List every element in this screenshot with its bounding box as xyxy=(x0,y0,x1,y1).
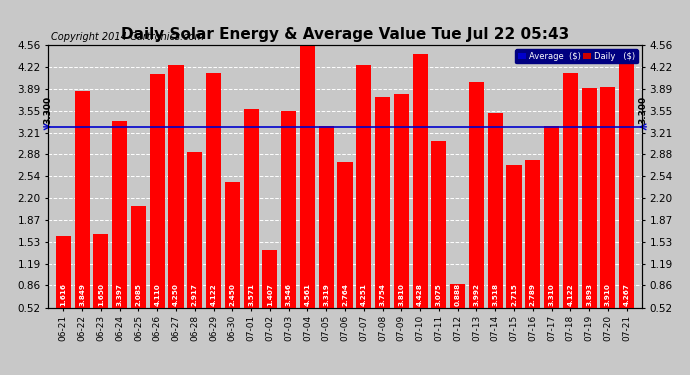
Text: 3.893: 3.893 xyxy=(586,283,592,306)
Text: 1.407: 1.407 xyxy=(267,284,273,306)
Text: 2.764: 2.764 xyxy=(342,284,348,306)
Text: 2.917: 2.917 xyxy=(192,284,198,306)
Text: 3.397: 3.397 xyxy=(117,284,123,306)
Bar xyxy=(488,113,503,308)
Bar xyxy=(394,94,409,308)
Text: 3.849: 3.849 xyxy=(79,283,85,306)
Bar xyxy=(112,121,127,308)
Text: 3.571: 3.571 xyxy=(248,284,254,306)
Text: 3.319: 3.319 xyxy=(323,284,329,306)
Text: 3.754: 3.754 xyxy=(380,284,386,306)
Text: 3.300: 3.300 xyxy=(638,96,647,124)
Text: 3.518: 3.518 xyxy=(492,283,498,306)
Text: 4.428: 4.428 xyxy=(417,284,423,306)
Bar xyxy=(244,109,259,307)
Text: 4.251: 4.251 xyxy=(361,284,367,306)
Bar xyxy=(281,111,296,308)
Bar xyxy=(337,162,353,308)
Text: 3.546: 3.546 xyxy=(286,283,292,306)
Legend: Average  ($), Daily   ($): Average ($), Daily ($) xyxy=(515,49,638,63)
Bar xyxy=(262,250,277,308)
Bar xyxy=(225,182,240,308)
Text: Copyright 2014 Cartronics.com: Copyright 2014 Cartronics.com xyxy=(51,32,204,42)
Bar xyxy=(413,54,428,307)
Text: 2.715: 2.715 xyxy=(511,284,517,306)
Text: 2.450: 2.450 xyxy=(229,284,235,306)
Bar xyxy=(319,126,334,308)
Bar xyxy=(563,74,578,308)
Text: 4.561: 4.561 xyxy=(304,283,310,306)
Bar xyxy=(56,236,71,308)
Bar xyxy=(544,126,559,308)
Text: 4.122: 4.122 xyxy=(210,284,217,306)
Title: Daily Solar Energy & Average Value Tue Jul 22 05:43: Daily Solar Energy & Average Value Tue J… xyxy=(121,27,569,42)
Text: 3.810: 3.810 xyxy=(398,284,404,306)
Bar xyxy=(582,88,597,308)
Text: 1.650: 1.650 xyxy=(98,283,104,306)
Text: 4.250: 4.250 xyxy=(173,284,179,306)
Text: 3.300: 3.300 xyxy=(43,96,52,124)
Bar xyxy=(206,74,221,308)
Bar xyxy=(187,152,202,308)
Text: 0.888: 0.888 xyxy=(455,283,461,306)
Bar xyxy=(600,87,615,308)
Bar xyxy=(300,45,315,308)
Bar xyxy=(168,65,184,308)
Bar xyxy=(431,141,446,308)
Text: 4.122: 4.122 xyxy=(567,284,573,306)
Bar xyxy=(619,64,634,308)
Text: 2.789: 2.789 xyxy=(530,283,535,306)
Bar xyxy=(450,284,465,308)
Text: 3.310: 3.310 xyxy=(549,284,555,306)
Text: 1.616: 1.616 xyxy=(60,283,66,306)
Bar xyxy=(525,160,540,308)
Text: 2.085: 2.085 xyxy=(135,283,141,306)
Bar xyxy=(150,74,165,307)
Bar xyxy=(356,65,371,308)
Bar xyxy=(131,206,146,308)
Text: 3.992: 3.992 xyxy=(473,283,480,306)
Bar xyxy=(93,234,108,308)
Bar xyxy=(469,82,484,308)
Text: 4.267: 4.267 xyxy=(624,284,630,306)
Text: 3.910: 3.910 xyxy=(605,284,611,306)
Bar xyxy=(75,91,90,308)
Text: 3.075: 3.075 xyxy=(436,284,442,306)
Bar xyxy=(506,165,522,308)
Bar xyxy=(375,98,390,308)
Text: 4.110: 4.110 xyxy=(155,284,160,306)
